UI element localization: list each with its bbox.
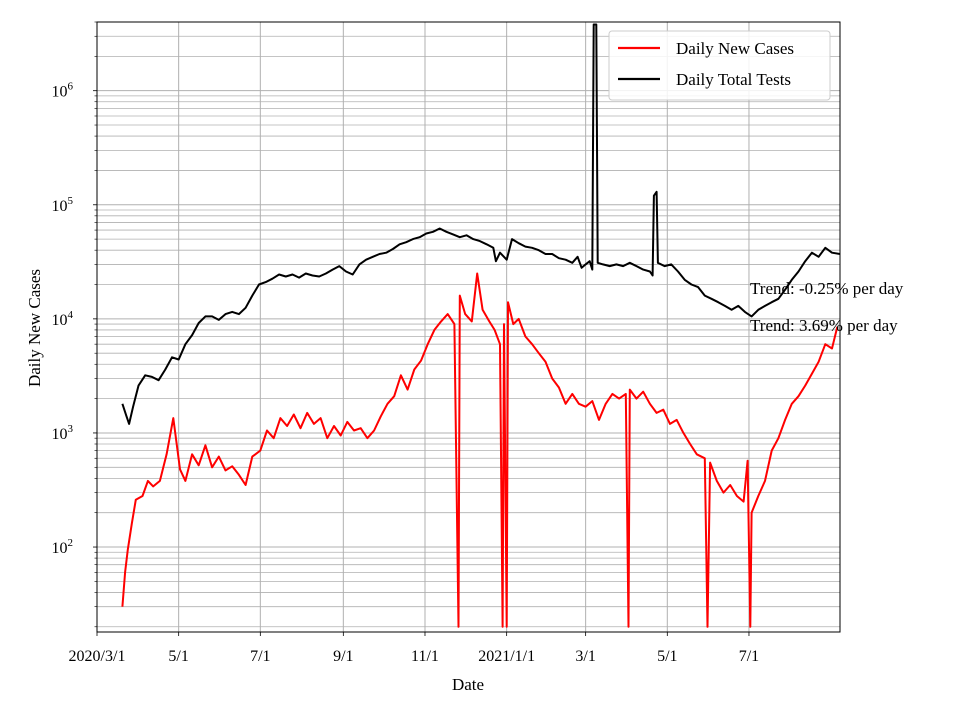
y-tick-label: 102 xyxy=(52,537,74,557)
y-tick-labels: 102 103 104 105 106 xyxy=(52,81,74,557)
y-tick-label: 106 xyxy=(52,81,74,101)
plot-frame xyxy=(96,21,841,633)
series-line-daily-total-tests xyxy=(121,23,840,425)
series-line-daily-new-cases xyxy=(121,272,839,628)
plot-series xyxy=(121,23,840,628)
y-tick-label: 105 xyxy=(52,195,74,215)
x-tick-label: 5/1 xyxy=(168,648,188,665)
x-tick-label: 2020/3/1 xyxy=(69,648,126,665)
x-tick-label: 5/1 xyxy=(657,648,677,665)
x-tick-label: 2021/1/1 xyxy=(478,648,535,665)
trend-annotation-tests: Trend: -0.25% per day xyxy=(750,279,904,298)
legend: Daily New Cases Daily Total Tests xyxy=(608,30,831,101)
y-tick-label: 103 xyxy=(52,423,74,443)
y-axis-label: Daily New Cases xyxy=(25,269,44,387)
legend-label-daily-total-tests: Daily Total Tests xyxy=(676,70,791,89)
x-tick-label: 7/1 xyxy=(250,648,270,665)
x-tick-labels: 2020/3/1 5/1 7/1 9/1 11/1 2021/1/1 3/1 5/1 7/1 xyxy=(69,648,760,665)
legend-label-daily-new-cases: Daily New Cases xyxy=(676,39,794,58)
trend-annotation-cases: Trend: 3.69% per day xyxy=(750,316,898,335)
x-tick-label: 11/1 xyxy=(411,648,439,665)
x-tick-label: 3/1 xyxy=(575,648,595,665)
axis-ticks xyxy=(93,21,750,636)
legend-box xyxy=(608,30,831,101)
x-axis-label: Date xyxy=(452,675,484,694)
x-tick-label: 7/1 xyxy=(739,648,759,665)
x-tick-label: 9/1 xyxy=(333,648,353,665)
y-tick-label: 104 xyxy=(52,309,74,329)
